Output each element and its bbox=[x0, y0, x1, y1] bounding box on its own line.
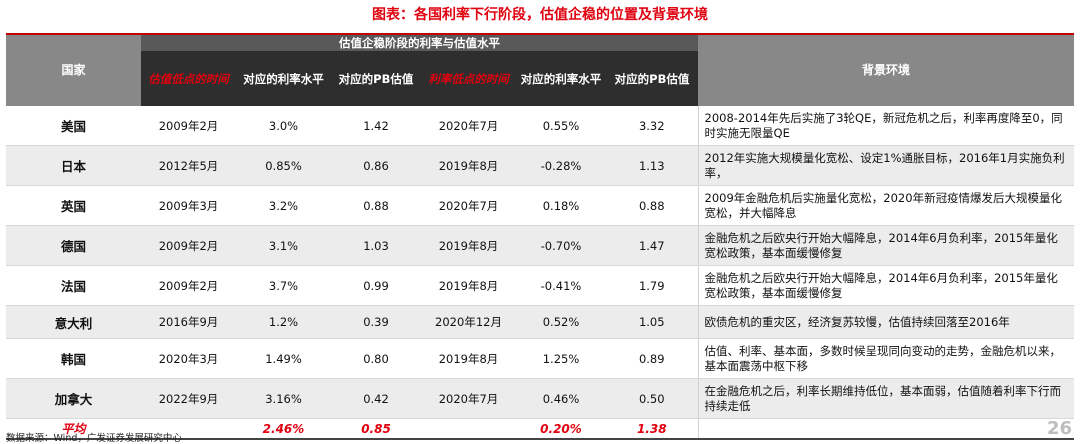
rate-low-rate-cell: -0.41% bbox=[516, 265, 606, 306]
rate-low-pb-cell: 1.13 bbox=[606, 145, 699, 186]
val-low-pb-cell: 0.88 bbox=[331, 185, 421, 226]
rate-low-pb-cell: 3.32 bbox=[606, 106, 699, 146]
val-low-pb-cell: 0.86 bbox=[331, 145, 421, 186]
country-cell: 日本 bbox=[6, 145, 141, 186]
average-rate-low-rate: 0.20% bbox=[516, 418, 606, 440]
rate-low-pb-cell: 1.47 bbox=[606, 225, 699, 266]
rate-low-time-cell: 2019年8月 bbox=[421, 225, 516, 266]
average-label: 平均 bbox=[6, 418, 141, 440]
val-low-pb-cell: 0.99 bbox=[331, 265, 421, 306]
table-row: 美国 2009年2月 3.0% 1.42 2020年7月 0.55% 3.32 … bbox=[6, 106, 1075, 146]
country-cell: 英国 bbox=[6, 185, 141, 226]
valuation-table: 国家 估值企稳阶段的利率与估值水平 背景环境 估值低点的时间 对应的利率水平 对… bbox=[6, 35, 1075, 440]
rate-low-rate-cell: 0.55% bbox=[516, 106, 606, 146]
val-low-rate-cell: 0.85% bbox=[236, 145, 331, 186]
country-cell: 法国 bbox=[6, 265, 141, 306]
table-row: 德国 2009年2月 3.1% 1.03 2019年8月 -0.70% 1.47… bbox=[6, 225, 1075, 266]
header-val-low-time: 估值低点的时间 bbox=[141, 51, 236, 106]
val-low-time-cell: 2009年2月 bbox=[141, 106, 236, 146]
average-empty-cell bbox=[421, 418, 516, 440]
background-cell: 欧债危机的重灾区，经济复苏较慢，估值持续回落至2016年 bbox=[697, 305, 1075, 339]
data-source-note: 数据来源：Wind，广发证券发展研究中心 bbox=[6, 433, 182, 444]
rate-low-time-cell: 2020年7月 bbox=[421, 106, 516, 146]
table-row: 意大利 2016年9月 1.2% 0.39 2020年12月 0.52% 1.0… bbox=[6, 305, 1075, 339]
country-cell: 意大利 bbox=[6, 305, 141, 339]
rate-low-time-cell: 2020年12月 bbox=[421, 305, 516, 339]
table-row: 韩国 2020年3月 1.49% 0.80 2019年8月 1.25% 0.89… bbox=[6, 338, 1075, 379]
table-row: 法国 2009年2月 3.7% 0.99 2019年8月 -0.41% 1.79… bbox=[6, 265, 1075, 306]
rate-low-pb-cell: 0.88 bbox=[606, 185, 699, 226]
background-cell: 金融危机之后欧央行开始大幅降息，2014年6月负利率，2015年量化宽松政策，基… bbox=[697, 265, 1075, 306]
val-low-time-cell: 2009年2月 bbox=[141, 265, 236, 306]
val-low-pb-cell: 1.03 bbox=[331, 225, 421, 266]
average-rate-low-pb: 1.38 bbox=[606, 418, 699, 440]
header-rate-low-rate: 对应的利率水平 bbox=[516, 51, 606, 106]
table-row: 加拿大 2022年9月 3.16% 0.42 2020年7月 0.46% 0.5… bbox=[6, 378, 1075, 419]
background-cell: 2008-2014年先后实施了3轮QE，新冠危机之后，利率再度降至0，同时实施无… bbox=[697, 106, 1075, 146]
val-low-pb-cell: 0.39 bbox=[331, 305, 421, 339]
val-low-time-cell: 2016年9月 bbox=[141, 305, 236, 339]
average-val-low-rate: 2.46% bbox=[236, 418, 331, 440]
val-low-time-cell: 2020年3月 bbox=[141, 338, 236, 379]
val-low-rate-cell: 3.1% bbox=[236, 225, 331, 266]
val-low-rate-cell: 3.0% bbox=[236, 106, 331, 146]
rate-low-rate-cell: -0.70% bbox=[516, 225, 606, 266]
background-cell: 2009年金融危机后实施量化宽松，2020年新冠疫情爆发后大规模量化宽松，并大幅… bbox=[697, 185, 1075, 226]
val-low-rate-cell: 1.2% bbox=[236, 305, 331, 339]
background-cell: 金融危机之后欧央行开始大幅降息，2014年6月负利率，2015年量化宽松政策，基… bbox=[697, 225, 1075, 266]
val-low-pb-cell: 0.80 bbox=[331, 338, 421, 379]
rate-low-time-cell: 2020年7月 bbox=[421, 378, 516, 419]
val-low-time-cell: 2009年3月 bbox=[141, 185, 236, 226]
figure-title: 图表：各国利率下行阶段，估值企稳的位置及背景环境 bbox=[372, 7, 708, 23]
val-low-pb-cell: 1.42 bbox=[331, 106, 421, 146]
rate-low-pb-cell: 1.79 bbox=[606, 265, 699, 306]
rate-low-rate-cell: -0.28% bbox=[516, 145, 606, 186]
header-group: 估值企稳阶段的利率与估值水平 bbox=[141, 35, 699, 51]
rate-low-pb-cell: 1.05 bbox=[606, 305, 699, 339]
header-background: 背景环境 bbox=[698, 35, 1075, 106]
val-low-pb-cell: 0.42 bbox=[331, 378, 421, 419]
table-row: 英国 2009年3月 3.2% 0.88 2020年7月 0.18% 0.88 … bbox=[6, 185, 1075, 226]
country-cell: 美国 bbox=[6, 106, 141, 146]
header-val-low-rate: 对应的利率水平 bbox=[236, 51, 331, 106]
table-row: 日本 2012年5月 0.85% 0.86 2019年8月 -0.28% 1.1… bbox=[6, 145, 1075, 186]
rate-low-rate-cell: 0.52% bbox=[516, 305, 606, 339]
average-background-cell bbox=[697, 418, 1075, 440]
background-cell: 估值、利率、基本面，多数时候呈现同向变动的走势，金融危机以来，基本面震荡中枢下移 bbox=[697, 338, 1075, 379]
rate-low-rate-cell: 1.25% bbox=[516, 338, 606, 379]
rate-low-time-cell: 2019年8月 bbox=[421, 145, 516, 186]
header-rate-low-time: 利率低点的时间 bbox=[421, 51, 516, 106]
page-number: 26 bbox=[1046, 418, 1072, 439]
country-cell: 韩国 bbox=[6, 338, 141, 379]
val-low-rate-cell: 3.16% bbox=[236, 378, 331, 419]
val-low-rate-cell: 3.7% bbox=[236, 265, 331, 306]
val-low-rate-cell: 3.2% bbox=[236, 185, 331, 226]
header-country: 国家 bbox=[6, 35, 141, 106]
background-cell: 2012年实施大规模量化宽松、设定1%通胀目标，2016年1月实施负利率， bbox=[697, 145, 1075, 186]
header-rate-low-pb: 对应的PB估值 bbox=[606, 51, 699, 106]
rate-low-rate-cell: 0.18% bbox=[516, 185, 606, 226]
val-low-time-cell: 2009年2月 bbox=[141, 225, 236, 266]
average-val-low-pb: 0.85 bbox=[331, 418, 421, 440]
rate-low-pb-cell: 0.50 bbox=[606, 378, 699, 419]
average-row: 平均 2.46% 0.85 0.20% 1.38 bbox=[6, 418, 1075, 440]
rate-low-time-cell: 2019年8月 bbox=[421, 265, 516, 306]
rate-low-time-cell: 2019年8月 bbox=[421, 338, 516, 379]
background-cell: 在金融危机之后，利率长期维持低位，基本面弱，估值随着利率下行而持续走低 bbox=[697, 378, 1075, 419]
header-val-low-pb: 对应的PB估值 bbox=[331, 51, 421, 106]
country-cell: 德国 bbox=[6, 225, 141, 266]
country-cell: 加拿大 bbox=[6, 378, 141, 419]
rate-low-pb-cell: 0.89 bbox=[606, 338, 699, 379]
val-low-rate-cell: 1.49% bbox=[236, 338, 331, 379]
rate-low-time-cell: 2020年7月 bbox=[421, 185, 516, 226]
average-empty-cell bbox=[141, 418, 236, 440]
rate-low-rate-cell: 0.46% bbox=[516, 378, 606, 419]
title-divider bbox=[6, 33, 1074, 35]
val-low-time-cell: 2012年5月 bbox=[141, 145, 236, 186]
val-low-time-cell: 2022年9月 bbox=[141, 378, 236, 419]
